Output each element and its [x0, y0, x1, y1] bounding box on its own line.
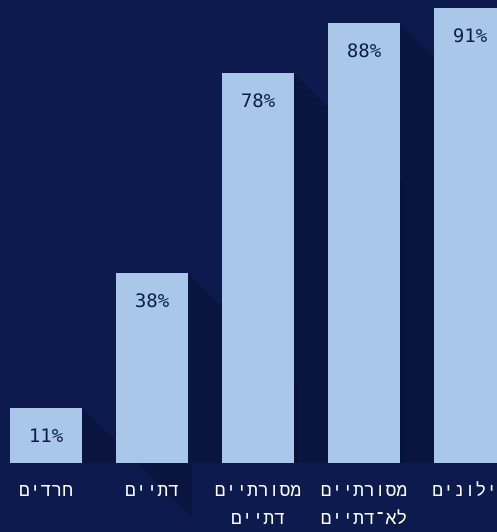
- bar: [10, 408, 82, 463]
- category-tick-label: חרדים: [19, 480, 73, 501]
- bars: [10, 8, 497, 463]
- bar: [222, 73, 294, 463]
- data-label: 11%: [29, 425, 64, 447]
- bar: [434, 8, 497, 463]
- category-tick-label: מסורתיים: [215, 480, 301, 501]
- bar: [328, 23, 400, 463]
- data-label: 91%: [453, 25, 488, 47]
- category-labels: חרדים דתיים מסורתיים דתיים מסורתיים לא־דתיים ח…: [19, 480, 497, 529]
- category-tick-label: מסורתיים: [321, 480, 407, 501]
- data-label: 88%: [347, 40, 382, 62]
- data-label: 78%: [241, 90, 276, 112]
- category-tick-label: חילונים: [432, 480, 497, 501]
- bar: [116, 273, 188, 463]
- category-tick-label: דתיים: [231, 508, 285, 527]
- category-tick-label: לא־דתיים: [321, 508, 407, 527]
- value-labels: 11% 38% 78% 88% 91%: [29, 25, 488, 447]
- category-tick-label: דתיים: [125, 480, 179, 501]
- data-label: 38%: [135, 290, 170, 312]
